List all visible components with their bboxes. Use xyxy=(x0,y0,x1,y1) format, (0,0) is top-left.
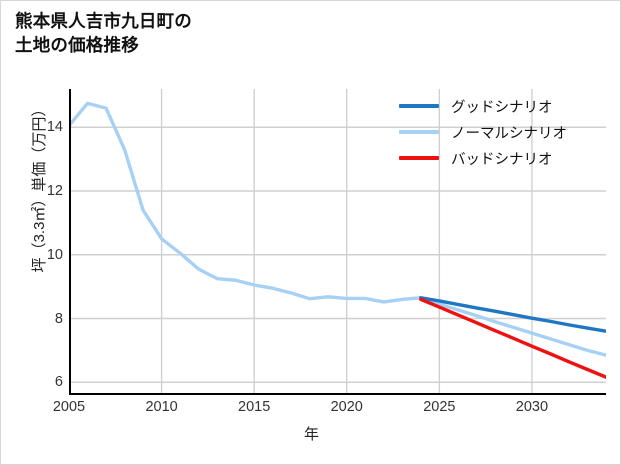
y-axis-line xyxy=(69,89,71,395)
x-tick-label: 2005 xyxy=(52,399,86,415)
x-axis-tick-labels: 2005 2010 2015 2020 2025 2030 xyxy=(53,399,606,419)
y-axis-title: 坪（3.3㎡）単価（万円） xyxy=(31,101,48,273)
chart-legend: グッドシナリオ ノーマルシナリオ バッドシナリオ xyxy=(399,93,614,171)
legend-label-bad: バッドシナリオ xyxy=(451,151,553,168)
y-tick-label: 10 xyxy=(46,246,63,263)
x-tick-label: 2020 xyxy=(330,399,363,415)
series-line-バッドシナリオ xyxy=(419,297,606,379)
plot-area xyxy=(69,89,606,395)
legend-label-normal: ノーマルシナリオ xyxy=(451,125,567,142)
x-tick-label: 2010 xyxy=(145,399,178,415)
y-axis-title-wrap: 坪（3.3㎡）単価（万円） xyxy=(28,57,50,317)
chart-canvas xyxy=(69,89,606,395)
x-tick-label: 2015 xyxy=(238,399,271,415)
legend-swatch-normal xyxy=(399,130,439,134)
y-tick-label: 12 xyxy=(46,183,63,199)
legend-swatch-good xyxy=(399,104,439,108)
legend-item-bad[interactable]: バッドシナリオ xyxy=(399,145,614,171)
series-line-ノーマルシナリオ xyxy=(69,101,606,357)
x-axis-line xyxy=(69,393,606,395)
legend-label-good: グッドシナリオ xyxy=(451,99,553,116)
y-tick-label: 6 xyxy=(54,374,63,391)
y-tick-label: 8 xyxy=(54,310,63,327)
x-axis-title: 年 xyxy=(303,426,319,443)
x-tick-label: 2025 xyxy=(423,399,456,415)
legend-item-good[interactable]: グッドシナリオ xyxy=(399,93,614,119)
legend-item-normal[interactable]: ノーマルシナリオ xyxy=(399,119,614,145)
x-tick-label: 2030 xyxy=(515,399,549,415)
page-title: 熊本県人吉市九日町の 土地の価格推移 xyxy=(15,11,192,56)
y-tick-label: 14 xyxy=(46,119,63,136)
legend-swatch-bad xyxy=(399,156,439,160)
y-axis-tick-labels: 6 8 10 12 14 xyxy=(23,89,63,395)
series-line-グッドシナリオ xyxy=(419,296,606,333)
